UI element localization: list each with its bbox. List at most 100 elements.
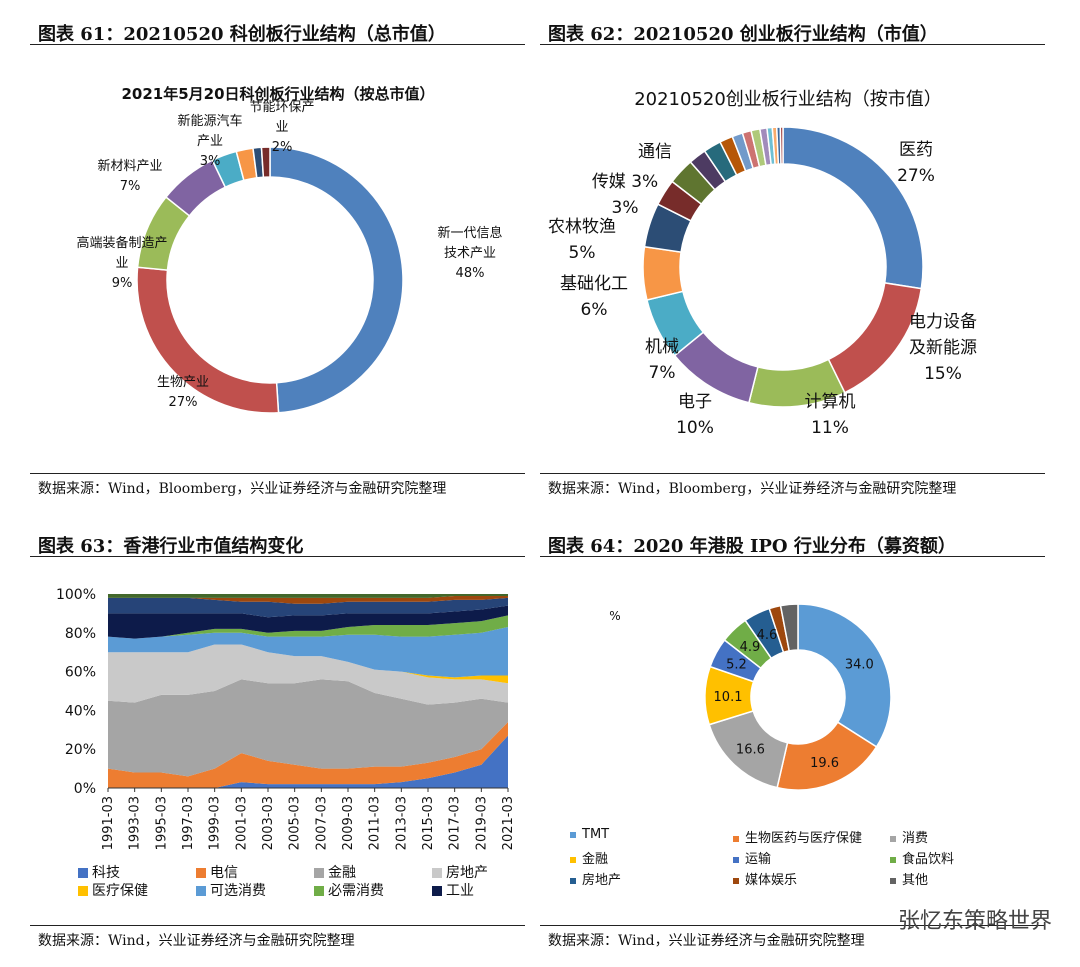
- divider: [540, 473, 1045, 474]
- legend-item: 生物医药与医疗保健: [733, 827, 862, 846]
- slice-label: 34.0: [845, 657, 874, 672]
- x-tick-label: 2013-03: [394, 796, 409, 850]
- divider: [30, 556, 525, 557]
- slice-label: 9%: [112, 276, 133, 291]
- slice-label: 27%: [169, 395, 198, 410]
- donut-slice: [642, 245, 684, 301]
- slice-label: 10%: [676, 418, 714, 438]
- y-tick-label: 100%: [56, 587, 96, 603]
- area-series: [108, 605, 508, 639]
- area-series: [108, 644, 508, 684]
- slice-label: 3%: [200, 154, 221, 169]
- legend-item: 房地产: [570, 869, 621, 888]
- divider: [30, 473, 525, 474]
- donut-slice: [269, 146, 404, 414]
- x-tick-label: 1995-03: [154, 796, 169, 850]
- donut-slice: [779, 126, 784, 165]
- x-tick-label: 2021-03: [501, 796, 516, 850]
- slice-label: 15%: [924, 364, 962, 384]
- slice-label: 新能源汽车: [177, 113, 242, 129]
- y-tick-label: 60%: [65, 665, 96, 681]
- donut-slice: [797, 603, 892, 748]
- x-tick-label: 2007-03: [314, 796, 329, 850]
- legend-item: 消费: [890, 827, 928, 846]
- slice-label: 4.6: [757, 628, 778, 643]
- slice-label: 机械: [645, 337, 679, 357]
- slice-label: 5.2: [726, 658, 747, 673]
- panel-61-source: 数据来源：Wind，Bloomberg，兴业证券经济与金融研究院整理: [38, 481, 447, 497]
- legend-item: 其他: [890, 869, 928, 888]
- slice-label: 5%: [569, 243, 596, 263]
- divider: [30, 44, 525, 45]
- divider: [540, 44, 1045, 45]
- panel-63-title: 图表 63：香港行业市值结构变化: [38, 536, 304, 557]
- slice-label: 高端装备制造产: [76, 235, 167, 251]
- area-series: [108, 735, 508, 788]
- y-tick-label: 40%: [65, 703, 96, 719]
- chart-63: 0% 20% 40% 60% 80% 100% 1991-03 1993-03 1995-03 1…: [56, 587, 516, 850]
- panel-64-source: 数据来源：Wind，兴业证券经济与金融研究院整理: [548, 933, 865, 949]
- slice-label: 传媒 3%: [592, 172, 658, 192]
- slice-label: 技术产业: [444, 246, 496, 261]
- x-tick-label: 1991-03: [101, 796, 116, 850]
- legend-item: 房地产: [432, 862, 488, 882]
- slice-label: 农林牧渔: [548, 217, 616, 237]
- panel-63-source: 数据来源：Wind，兴业证券经济与金融研究院整理: [38, 933, 355, 949]
- x-tick-label: 2017-03: [448, 796, 463, 850]
- area-series: [108, 722, 508, 788]
- chart-title: %: [609, 609, 620, 623]
- slice-label: 4.9: [740, 640, 761, 655]
- x-tick-label: 1999-03: [208, 796, 223, 850]
- slice-label: 通信: [638, 142, 672, 162]
- panel-61-title: 图表 61：20210520 科创板行业结构（总市值）: [38, 24, 446, 45]
- divider: [540, 556, 1045, 557]
- slice-label: 节能环保产: [249, 100, 314, 115]
- legend-item: 可选消费: [196, 880, 266, 900]
- slice-label: 2%: [272, 140, 293, 155]
- y-tick-label: 80%: [65, 626, 96, 642]
- legend-item: 食品饮料: [890, 848, 954, 867]
- legend-item: 医疗保健: [78, 880, 148, 900]
- legend-item: 金融: [570, 848, 608, 867]
- panel-62-title: 图表 62：20210520 创业板行业结构（市值）: [548, 24, 938, 45]
- area-series: [108, 615, 508, 639]
- slice-label: 10.1: [714, 690, 743, 705]
- area-series: [108, 597, 508, 618]
- slice-label: 产业: [197, 134, 223, 149]
- slice-label: 11%: [811, 418, 849, 438]
- chart-64: % 34.0 19.6 16.6 10.1 5.2 4.94.6: [609, 603, 892, 791]
- legend-item: 科技: [78, 862, 120, 882]
- slice-label: 及新能源: [909, 338, 977, 358]
- slice-label: 48%: [456, 266, 485, 281]
- legend-item: 媒体娱乐: [733, 869, 797, 888]
- x-tick-label: 2019-03: [474, 796, 489, 850]
- area-series: [108, 644, 508, 705]
- panel-64-title: 图表 64：2020 年港股 IPO 行业分布（募资额）: [548, 536, 956, 557]
- slice-label: 19.6: [810, 756, 839, 771]
- chart-title: 2021年5月20日科创板行业结构（按总市值）: [121, 85, 434, 103]
- slice-label: 电力设备: [909, 312, 977, 332]
- slice-label: 新一代信息: [437, 225, 502, 241]
- divider: [30, 925, 525, 926]
- divider: [540, 925, 1045, 926]
- x-tick-label: 2011-03: [368, 796, 383, 850]
- area-series: [108, 626, 508, 678]
- donut-slice: [136, 266, 280, 414]
- x-tick-label: 1993-03: [128, 796, 143, 850]
- watermark: 张忆东策略世界: [897, 909, 1052, 934]
- x-tick-label: 2001-03: [234, 796, 249, 850]
- slice-label: 医药: [899, 140, 933, 160]
- x-tick-label: 2003-03: [261, 796, 276, 850]
- y-tick-label: 20%: [65, 742, 96, 758]
- y-tick-label: 0%: [74, 781, 96, 797]
- x-tick-label: 2009-03: [341, 796, 356, 850]
- slice-label: 7%: [649, 363, 676, 383]
- slice-label: 生物产业: [157, 375, 209, 390]
- slice-label: 计算机: [805, 392, 856, 412]
- area-series: [108, 594, 508, 598]
- donut-slice: [260, 146, 271, 179]
- slice-label: 基础化工: [560, 274, 628, 294]
- area-series: [108, 595, 508, 604]
